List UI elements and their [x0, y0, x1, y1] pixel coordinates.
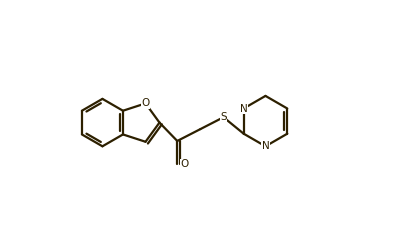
Text: N: N — [262, 141, 269, 151]
Text: S: S — [220, 112, 227, 122]
Text: N: N — [240, 103, 247, 113]
Text: O: O — [180, 159, 189, 169]
Text: O: O — [141, 98, 150, 108]
